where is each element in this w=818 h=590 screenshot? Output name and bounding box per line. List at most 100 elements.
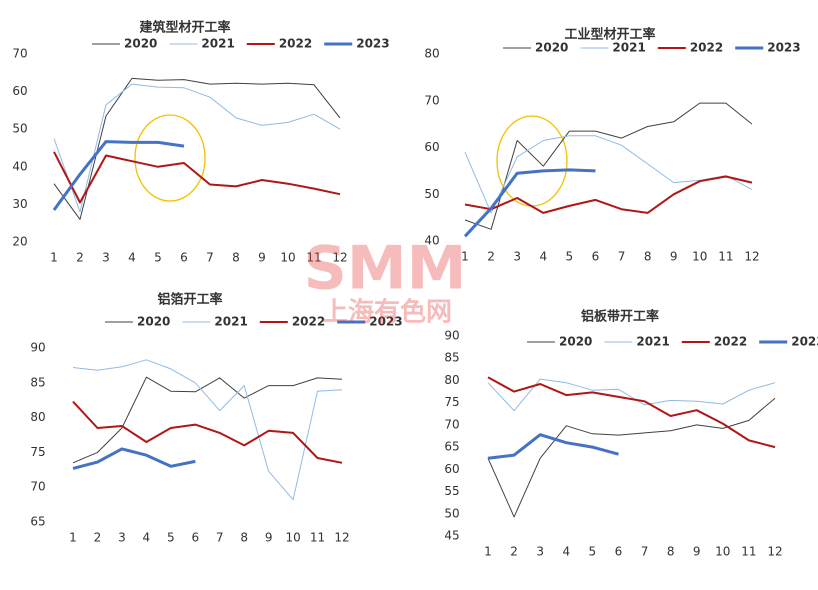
y-tick-label: 85	[444, 351, 459, 365]
y-tick-label: 80	[424, 47, 439, 61]
x-tick-label: 9	[265, 531, 273, 545]
y-tick-label: 90	[30, 341, 45, 355]
x-tick-label: 12	[767, 545, 782, 559]
series-line	[487, 397, 776, 518]
y-tick-label: 80	[30, 410, 45, 424]
y-tick-label: 50	[444, 506, 459, 520]
series-line	[487, 376, 776, 449]
chart-title: 铝箔开工率	[157, 292, 222, 308]
y-tick-label: 40	[12, 159, 27, 173]
series-line	[463, 168, 596, 238]
legend-label: 2020	[124, 37, 157, 51]
x-tick-label: 3	[513, 250, 521, 264]
y-tick-label: 70	[424, 93, 439, 107]
x-tick-label: 12	[744, 250, 759, 264]
x-tick-label: 7	[216, 531, 224, 545]
x-tick-label: 11	[310, 531, 325, 545]
series-line	[52, 140, 185, 211]
x-tick-label: 3	[536, 545, 544, 559]
y-tick-label: 70	[12, 47, 27, 61]
x-tick-label: 5	[589, 545, 597, 559]
y-tick-label: 70	[444, 417, 459, 431]
x-tick-label: 4	[539, 250, 547, 264]
y-tick-label: 85	[30, 375, 45, 389]
x-tick-label: 10	[285, 531, 300, 545]
x-tick-label: 9	[670, 250, 678, 264]
x-tick-label: 10	[280, 251, 295, 265]
x-tick-label: 9	[258, 251, 266, 265]
legend-label: 2021	[636, 335, 669, 349]
y-tick-label: 55	[444, 484, 459, 498]
legend-label: 2020	[535, 41, 568, 55]
y-tick-label: 50	[424, 187, 439, 201]
x-tick-label: 8	[240, 531, 248, 545]
x-tick-label: 2	[76, 251, 84, 265]
legend-label: 2022	[292, 315, 325, 329]
x-tick-label: 7	[641, 545, 649, 559]
x-tick-label: 6	[615, 545, 623, 559]
y-tick-label: 75	[444, 395, 459, 409]
y-tick-label: 60	[424, 140, 439, 154]
chart-title: 铝板带开工率	[581, 309, 659, 325]
x-tick-label: 7	[206, 251, 214, 265]
x-tick-label: 8	[667, 545, 675, 559]
legend-label: 2020	[559, 335, 592, 349]
x-tick-label: 7	[618, 250, 626, 264]
x-tick-label: 8	[644, 250, 652, 264]
series-line	[487, 378, 776, 412]
legend-label: 2020	[137, 315, 170, 329]
x-tick-label: 12	[334, 531, 349, 545]
y-tick-label: 80	[444, 373, 459, 387]
series-line	[464, 102, 753, 230]
x-tick-label: 4	[128, 251, 136, 265]
y-tick-label: 40	[424, 234, 439, 248]
x-tick-label: 8	[232, 251, 240, 265]
legend-label: 2021	[612, 41, 645, 55]
y-tick-label: 70	[30, 480, 45, 494]
x-tick-label: 11	[718, 250, 733, 264]
x-tick-label: 9	[693, 545, 701, 559]
legend-label: 2023	[791, 335, 818, 349]
x-tick-label: 11	[306, 251, 321, 265]
legend-label: 2023	[767, 41, 800, 55]
y-tick-label: 65	[444, 440, 459, 454]
x-tick-label: 2	[510, 545, 518, 559]
y-tick-label: 20	[12, 235, 27, 249]
y-tick-label: 60	[444, 462, 459, 476]
legend-label: 2022	[279, 37, 312, 51]
x-tick-label: 1	[69, 531, 77, 545]
y-tick-label: 90	[444, 329, 459, 343]
legend-label: 2022	[714, 335, 747, 349]
x-tick-label: 3	[118, 531, 126, 545]
highlight-circle	[134, 114, 206, 202]
x-tick-label: 5	[167, 531, 175, 545]
watermark-name: 上海有色网	[322, 297, 452, 328]
x-tick-label: 5	[566, 250, 574, 264]
chart-title: 建筑型材开工率	[139, 20, 230, 36]
x-tick-label: 5	[154, 251, 162, 265]
legend-label: 2022	[690, 41, 723, 55]
x-tick-label: 2	[94, 531, 102, 545]
x-tick-label: 10	[715, 545, 730, 559]
series-line	[53, 151, 341, 204]
y-tick-label: 75	[30, 445, 45, 459]
y-tick-label: 50	[12, 122, 27, 136]
legend-label: 2023	[369, 315, 402, 329]
series-line	[487, 433, 619, 460]
y-tick-label: 65	[30, 515, 45, 529]
highlight-circle	[496, 115, 568, 207]
y-tick-label: 45	[444, 529, 459, 543]
series-line	[53, 83, 341, 213]
x-tick-label: 4	[143, 531, 151, 545]
series-line	[72, 359, 343, 501]
x-tick-label: 11	[741, 545, 756, 559]
x-tick-label: 6	[592, 250, 600, 264]
series-line	[72, 376, 343, 464]
chart-title: 工业型材开工率	[564, 27, 655, 43]
y-tick-label: 30	[12, 197, 27, 211]
series-line	[72, 400, 343, 464]
watermark-logo: SMM	[304, 234, 467, 304]
x-tick-label: 1	[461, 250, 469, 264]
